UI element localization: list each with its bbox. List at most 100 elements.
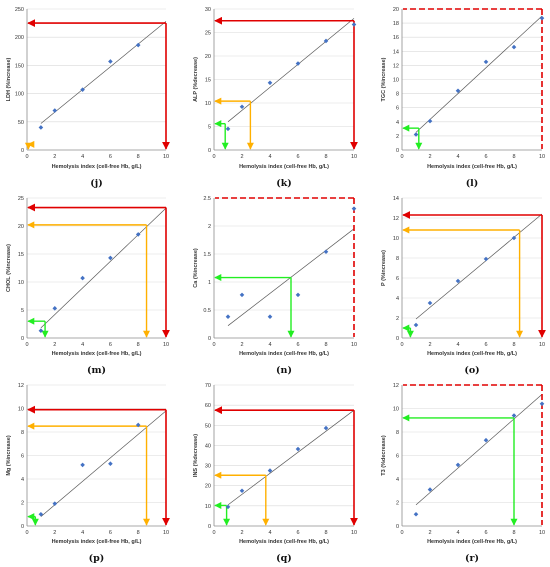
data-point <box>351 22 357 27</box>
trend-line <box>40 410 167 517</box>
x-tick-label: 10 <box>539 342 545 348</box>
panel-label: (n) <box>276 365 292 376</box>
y-tick-label: 8 <box>21 430 24 436</box>
x-tick-label: 2 <box>53 154 56 160</box>
x-tick-label: 4 <box>81 530 84 536</box>
x-tick-label: 2 <box>240 530 243 536</box>
x-tick-label: 0 <box>25 154 28 160</box>
data-point <box>295 292 301 298</box>
y-tick-label: 12 <box>18 383 24 389</box>
y-tick-label: 2 <box>396 316 399 322</box>
x-tick-label: 6 <box>484 530 487 536</box>
y-axis-title: INS (%decrease) <box>193 434 199 477</box>
y-tick-label: 15 <box>205 78 211 84</box>
y-tick-label: 4 <box>396 296 399 302</box>
y-axis-title: ALP (%decrease) <box>193 57 199 102</box>
data-point <box>225 504 231 510</box>
y-tick-label: 0 <box>21 336 24 342</box>
data-point <box>135 42 141 48</box>
x-tick-label: 2 <box>428 154 431 160</box>
y-tick-label: 20 <box>205 484 211 490</box>
y-tick-label: 6 <box>21 454 24 460</box>
y-axis-title: CHOL (%increase) <box>6 244 12 292</box>
y-tick-label: 2 <box>396 134 399 140</box>
x-axis-title: Hemolysis index (cell-free Hb, g/L) <box>427 539 517 545</box>
data-point <box>413 322 419 328</box>
y-tick-label: 18 <box>393 21 399 27</box>
y-tick-label: 150 <box>15 63 24 69</box>
y-tick-label: 14 <box>393 196 399 202</box>
data-point <box>427 118 433 124</box>
y-tick-label: 2 <box>208 224 211 230</box>
x-tick-label: 8 <box>137 530 140 536</box>
y-tick-label: 20 <box>18 224 24 230</box>
x-tick-label: 4 <box>81 154 84 160</box>
y-tick-label: 1 <box>208 280 211 286</box>
x-axis-title: Hemolysis index (cell-free Hb, g/L) <box>239 351 329 357</box>
x-tick-label: 4 <box>456 342 459 348</box>
x-tick-label: 10 <box>351 530 357 536</box>
y-axis-title: P (%increase) <box>381 250 387 286</box>
trend-line <box>227 409 355 506</box>
panel-label: (p) <box>89 553 105 564</box>
y-tick-label: 10 <box>205 504 211 510</box>
x-tick-label: 8 <box>324 154 327 160</box>
y-tick-label: 8 <box>396 430 399 436</box>
y-tick-label: 5 <box>208 125 211 131</box>
y-axis-title: T3 (%decrease) <box>381 435 387 476</box>
x-tick-label: 6 <box>296 154 299 160</box>
x-tick-label: 10 <box>163 530 169 536</box>
y-tick-label: 10 <box>393 407 399 413</box>
data-point <box>483 437 489 443</box>
x-tick-label: 0 <box>212 530 215 536</box>
data-point <box>135 422 141 428</box>
data-point <box>80 275 85 281</box>
data-point <box>483 59 489 65</box>
y-tick-label: 200 <box>15 35 24 41</box>
x-tick-label: 4 <box>81 342 84 348</box>
data-point <box>323 249 329 255</box>
x-tick-label: 6 <box>296 342 299 348</box>
data-point <box>413 511 419 517</box>
x-tick-label: 0 <box>25 342 28 348</box>
data-point <box>539 15 545 21</box>
y-tick-label: 100 <box>15 92 24 98</box>
y-tick-label: 20 <box>205 54 211 60</box>
y-tick-label: 1.5 <box>203 252 211 258</box>
data-point <box>38 511 44 517</box>
data-point <box>38 328 44 334</box>
y-tick-label: 50 <box>18 120 24 126</box>
trend-line <box>227 18 355 123</box>
y-tick-label: 4 <box>396 120 399 126</box>
data-point <box>239 292 245 298</box>
y-tick-label: 0 <box>21 148 24 154</box>
panel-j: 0 50 100 150 200 250 0 2 4 6 8 10 Hemolysis index (c… <box>6 7 170 189</box>
data-point <box>511 235 517 241</box>
x-tick-label: 0 <box>400 530 403 536</box>
data-point <box>267 468 273 473</box>
y-tick-label: 10 <box>393 236 399 242</box>
x-tick-label: 2 <box>428 342 431 348</box>
x-tick-label: 8 <box>512 530 515 536</box>
data-point <box>511 413 517 418</box>
data-point <box>455 462 461 468</box>
y-tick-label: 0 <box>208 336 211 342</box>
x-tick-label: 2 <box>428 530 431 536</box>
y-tick-label: 2.5 <box>203 196 211 202</box>
data-point <box>80 462 85 468</box>
y-tick-label: 60 <box>205 403 211 409</box>
y-tick-label: 4 <box>21 477 24 483</box>
data-point <box>295 61 301 66</box>
y-tick-label: 40 <box>205 443 211 449</box>
data-point <box>413 132 419 137</box>
trend-line <box>415 213 543 320</box>
x-tick-label: 10 <box>539 154 545 160</box>
data-point <box>323 425 329 431</box>
trend-line <box>415 15 543 133</box>
x-tick-label: 4 <box>268 342 271 348</box>
panel-label: (m) <box>87 365 106 376</box>
data-point <box>108 461 113 467</box>
y-tick-label: 0.5 <box>203 308 211 314</box>
panel-p: 0 2 4 6 8 10 12 0 2 4 6 8 10 Hemolysis index (cell-fr… <box>6 383 170 564</box>
x-tick-label: 6 <box>109 342 112 348</box>
